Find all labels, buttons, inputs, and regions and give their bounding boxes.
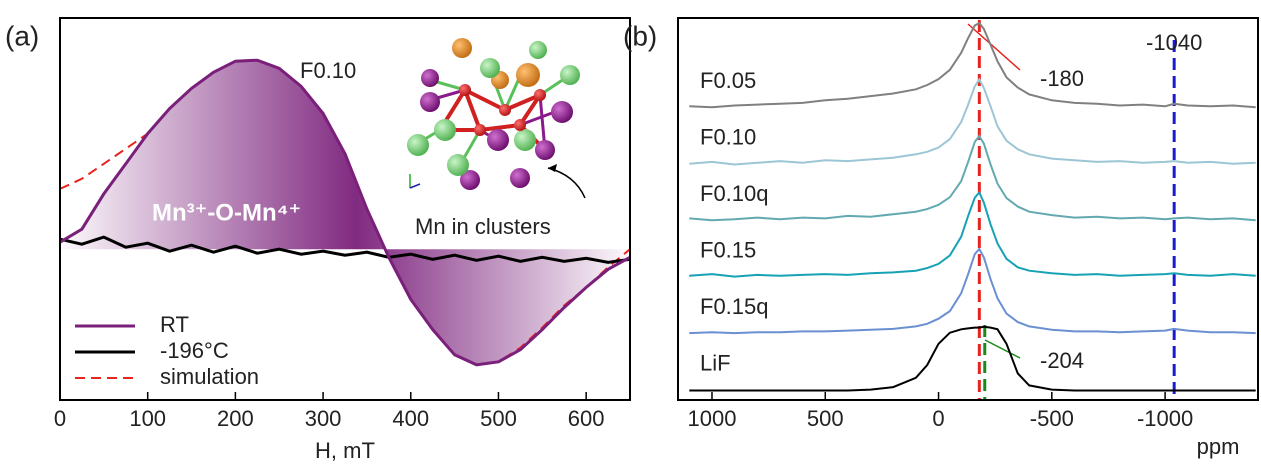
x-tick-label: 600: [568, 406, 605, 431]
legend-label: RT: [160, 312, 189, 337]
series-label: F0.15q: [700, 294, 769, 319]
annotation: F0.10: [300, 58, 356, 83]
line: [59, 58, 631, 367]
area: [60, 60, 630, 365]
spectrum: [689, 247, 1256, 335]
x-tick-label: 0: [932, 406, 944, 431]
spectrum: [689, 134, 1256, 222]
x-tick-label: 300: [305, 406, 342, 431]
legend-label: simulation: [160, 364, 259, 389]
spectrum: [689, 325, 1256, 392]
x-tick-label: -500: [1030, 406, 1074, 431]
annotation: Mn in clusters: [415, 214, 551, 239]
leader-line: [967, 23, 1021, 71]
x-tick-label: -1000: [1137, 406, 1193, 431]
x-tick-label: 400: [392, 406, 429, 431]
structure-inset: [407, 38, 586, 199]
leader-line: [984, 339, 1021, 359]
series-label: F0.15: [700, 237, 756, 262]
x-tick-label: 200: [217, 406, 254, 431]
reference-label: -204: [1040, 348, 1084, 373]
spectrum: [689, 190, 1256, 278]
x-tick-label: 1000: [688, 406, 737, 431]
x-tick-label: 500: [807, 406, 844, 431]
x-tick-label: 0: [54, 406, 66, 431]
reference-label: -180: [1040, 66, 1084, 91]
legend-label: -196°C: [160, 338, 229, 363]
reference-label: -1040: [1146, 30, 1202, 55]
x-axis-label: H, mT: [315, 438, 375, 463]
series-label: LiF: [700, 350, 731, 375]
x-axis-label: ppm: [1197, 434, 1240, 459]
line: [59, 235, 631, 264]
panel-label: (b): [623, 20, 657, 51]
spectrum: [689, 77, 1256, 166]
x-tick-label: 100: [129, 406, 166, 431]
series-label: F0.10q: [700, 181, 769, 206]
series-label: F0.05: [700, 68, 756, 93]
plot-frame: [677, 17, 1259, 401]
annotation: Mn³⁺-O-Mn⁴⁺: [152, 199, 301, 226]
panel-label: (a): [5, 20, 39, 51]
spectrum: [689, 21, 1256, 109]
series-label: F0.10: [700, 124, 756, 149]
x-tick-label: 500: [480, 406, 517, 431]
plot-frame: [59, 17, 631, 401]
